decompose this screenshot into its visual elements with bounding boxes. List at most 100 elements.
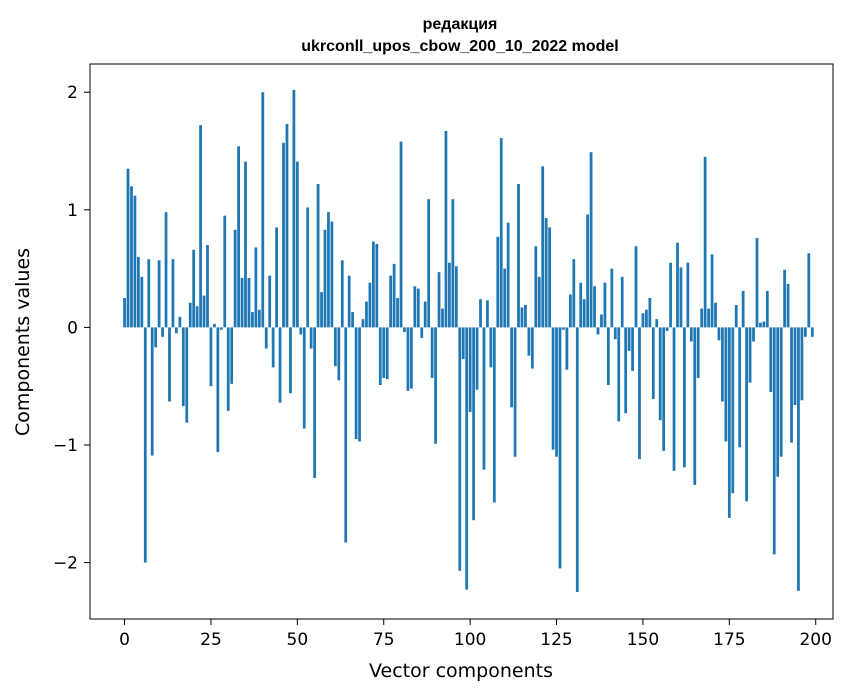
bar	[790, 327, 793, 443]
bar	[143, 327, 147, 563]
bar	[479, 299, 482, 328]
bar	[427, 199, 431, 328]
bar	[309, 327, 313, 349]
bar	[783, 269, 787, 328]
x-tick-label: 125	[540, 630, 572, 650]
bar	[631, 327, 634, 371]
bar	[745, 327, 748, 502]
bar	[669, 262, 672, 328]
bar	[779, 327, 783, 457]
bar	[209, 327, 213, 387]
bar	[527, 327, 531, 356]
bar	[392, 263, 396, 328]
bar	[544, 218, 548, 328]
bar	[202, 295, 206, 328]
bar	[271, 327, 275, 368]
bar	[693, 327, 697, 485]
bar	[606, 327, 610, 386]
bar	[762, 321, 766, 328]
bar	[703, 156, 707, 328]
bar	[634, 246, 638, 328]
bar	[323, 229, 327, 328]
bar	[696, 327, 700, 378]
bar	[316, 183, 320, 328]
bar	[168, 327, 171, 402]
bar	[524, 305, 527, 328]
bar	[458, 327, 462, 571]
bar	[410, 327, 413, 389]
bar	[164, 212, 168, 328]
bar	[575, 327, 579, 592]
bar	[403, 327, 406, 333]
bar	[534, 246, 538, 328]
bar	[157, 260, 161, 328]
bar	[126, 168, 130, 328]
bar	[302, 327, 306, 429]
bar	[658, 327, 662, 421]
bar	[264, 327, 268, 349]
bar	[354, 327, 358, 440]
x-tick-label: 175	[713, 630, 745, 650]
bar	[275, 227, 278, 328]
bar	[686, 262, 690, 328]
bar	[344, 327, 348, 543]
bar	[475, 327, 479, 390]
bar	[672, 327, 676, 471]
bar	[396, 297, 399, 328]
bar	[582, 299, 586, 328]
bar	[254, 247, 258, 328]
bar	[420, 327, 424, 338]
bar	[327, 212, 330, 328]
bar	[627, 327, 631, 351]
bar	[340, 260, 344, 328]
bar	[710, 254, 714, 328]
bar	[278, 327, 282, 403]
bar	[147, 259, 151, 328]
bar	[465, 327, 469, 590]
bar	[468, 327, 472, 413]
bar	[803, 327, 807, 337]
bar	[140, 276, 144, 328]
bar	[496, 236, 500, 328]
bar	[499, 138, 503, 328]
x-tick-label: 25	[200, 630, 222, 650]
bar	[600, 314, 603, 328]
bar	[441, 308, 444, 328]
bar	[382, 327, 386, 378]
bar	[413, 286, 417, 328]
bar	[313, 327, 317, 478]
bar	[537, 276, 541, 328]
bar	[562, 327, 565, 330]
bar	[568, 294, 572, 328]
bar	[807, 253, 811, 328]
bar	[347, 275, 351, 328]
bar	[295, 161, 299, 328]
bar	[665, 327, 669, 331]
bar	[776, 327, 780, 477]
bar	[793, 327, 797, 405]
bar	[454, 266, 458, 328]
bar	[589, 152, 593, 328]
bar	[759, 322, 762, 328]
chart-title-line-1: редакция	[423, 16, 498, 33]
bar	[648, 297, 652, 328]
bar	[489, 327, 493, 368]
bar	[261, 92, 265, 328]
bar	[734, 305, 738, 328]
bar	[810, 327, 814, 337]
bar	[551, 327, 555, 450]
bar	[482, 327, 486, 470]
bar	[506, 222, 510, 328]
bar	[741, 290, 745, 328]
bar	[503, 268, 507, 328]
bar	[714, 302, 717, 328]
bar	[755, 238, 759, 328]
bar	[430, 327, 434, 378]
bar	[406, 327, 410, 391]
bar	[700, 308, 704, 328]
bar	[492, 327, 496, 503]
bar	[136, 256, 140, 328]
x-tick-label: 100	[454, 630, 486, 650]
bar	[724, 327, 728, 442]
bar	[613, 327, 617, 340]
